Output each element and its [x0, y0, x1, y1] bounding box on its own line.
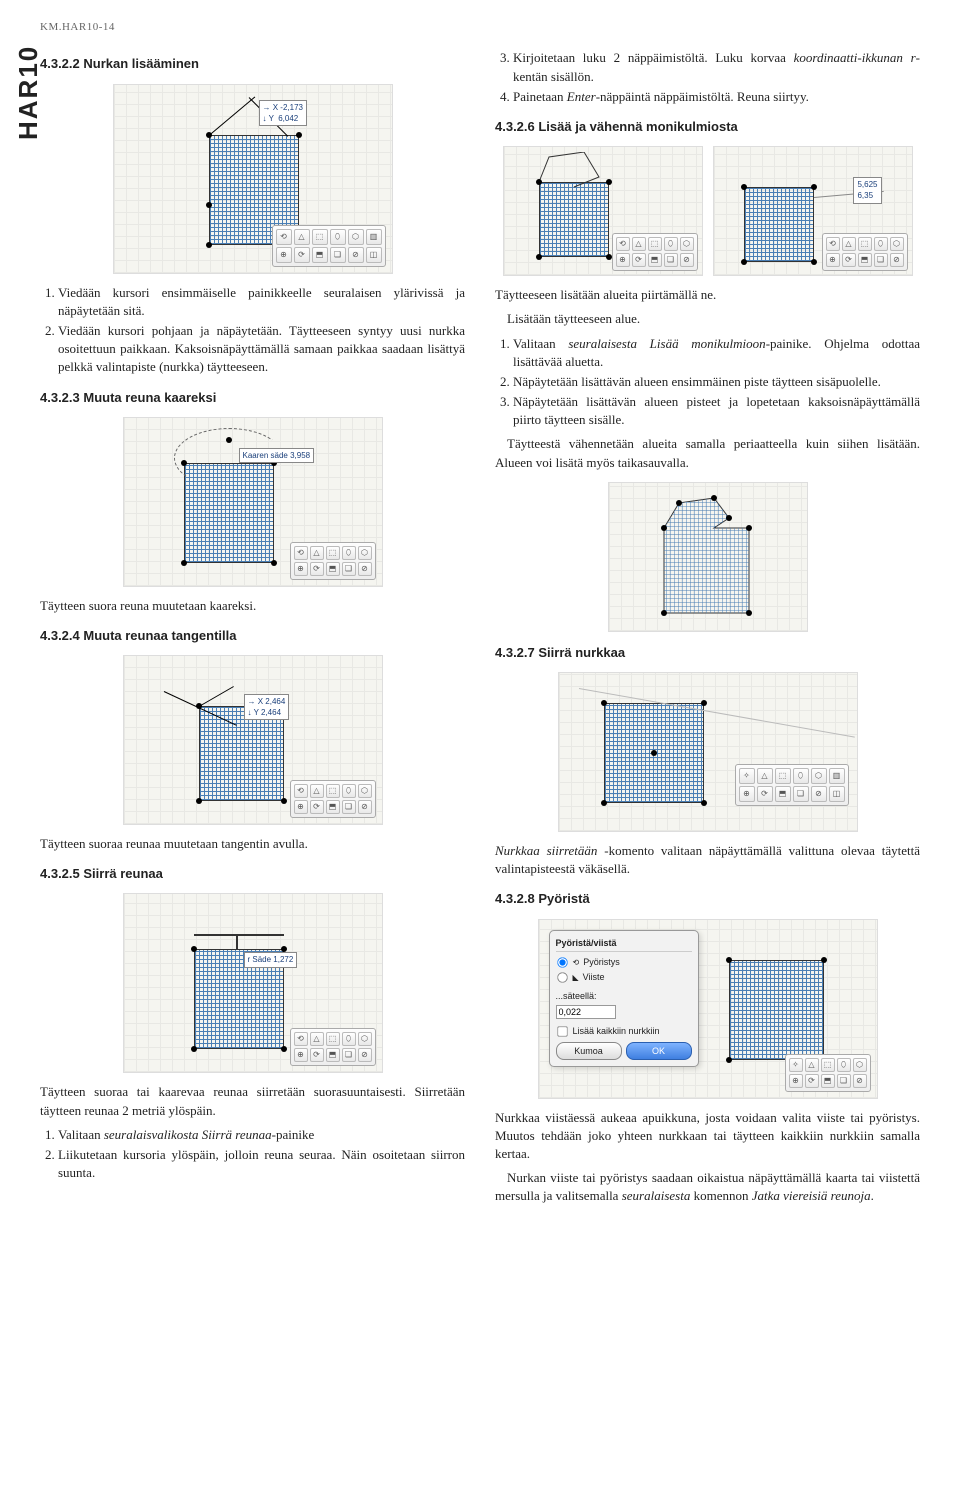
figure-4325: r Säde 1,272 ⟲△⬚⬯⬡ ⊕⟳⬒❏⊘	[40, 893, 465, 1073]
text-4326-p2: Lisätään täytteeseen alue.	[495, 310, 920, 328]
heading-4328: 4.3.2.8 Pyöristä	[495, 890, 920, 908]
figure-4326-result	[495, 482, 920, 632]
arc-label: Kaaren säde 3,958	[239, 448, 315, 463]
list-item: Valitaan seuralaisesta Lisää monikulmioo…	[513, 335, 920, 371]
toolbar-4325[interactable]: ⟲△⬚⬯⬡ ⊕⟳⬒❏⊘	[290, 1028, 376, 1066]
list-item: Kirjoitetaan luku 2 näppäimistöltä. Luku…	[513, 49, 920, 85]
page-header: KM.HAR10-14	[40, 20, 920, 35]
toolbar-4328[interactable]: ✧△⬚⬯⬡ ⊕⟳⬒❏⊘	[785, 1054, 871, 1092]
radius-label: ...säteellä:	[556, 990, 597, 1003]
ok-button[interactable]: OK	[626, 1042, 692, 1061]
text-4328-p2: Nurkan viiste tai pyöristys saadaan oika…	[495, 1169, 920, 1205]
side-label: HAR10	[10, 45, 46, 140]
radio-rounding[interactable]	[557, 957, 567, 967]
list-item: Viedään kursori pohjaan ja näpäytetään. …	[58, 322, 465, 377]
list-right-intro: Kirjoitetaan luku 2 näppäimistöltä. Luku…	[495, 49, 920, 106]
figure-4328: Pyöristä/viistä ⟲Pyöristys ◣Viiste ...sä…	[495, 919, 920, 1099]
figure-4322: → X -2,173 ↓ Y 6,042 ⟲△⬚⬯⬡▥ ⊕⟳⬒❏⊘◫	[40, 84, 465, 274]
radio-bevel[interactable]	[557, 972, 567, 982]
text-4325-p1: Täytteen suoraa tai kaarevaa reunaa siir…	[40, 1083, 465, 1119]
list-4326: Valitaan seuralaisesta Lisää monikulmioo…	[495, 335, 920, 430]
coord-label-4324: → X 2,464 ↓ Y 2,464	[244, 694, 290, 720]
checkbox-label: Lisää kaikkiin nurkkiin	[573, 1025, 660, 1038]
toolbar-4322[interactable]: ⟲△⬚⬯⬡▥ ⊕⟳⬒❏⊘◫	[272, 225, 386, 267]
caption-4324: Täytteen suoraa reunaa muutetaan tangent…	[40, 835, 465, 853]
text-4326-p3: Täytteestä vähennetään alueita samalla p…	[495, 435, 920, 471]
figure-4324: → X 2,464 ↓ Y 2,464 ⟲△⬚⬯⬡ ⊕⟳⬒❏⊘	[40, 655, 465, 825]
list-item: Liikutetaan kursoria ylöspäin, jolloin r…	[58, 1146, 465, 1182]
list-4322: Viedään kursori ensimmäiselle painikkeel…	[40, 284, 465, 377]
heading-4326: 4.3.2.6 Lisää ja vähennä monikulmiosta	[495, 118, 920, 136]
text-4328-p1: Nurkkaa viistäessä aukeaa apuikkuna, jos…	[495, 1109, 920, 1164]
radio-label: Pyöristys	[583, 956, 620, 969]
list-4325: Valitaan seuralaisvalikosta Siirrä reuna…	[40, 1126, 465, 1183]
heading-4323: 4.3.2.3 Muuta reuna kaareksi	[40, 389, 465, 407]
radius-label: r Säde 1,272	[244, 952, 298, 967]
toolbar-4326-right[interactable]: ⟲△⬚⬯⬡ ⊕⟳⬒❏⊘	[822, 233, 908, 271]
caption-4323: Täytteen suora reuna muutetaan kaareksi.	[40, 597, 465, 615]
heading-4325: 4.3.2.5 Siirrä reunaa	[40, 865, 465, 883]
text-4327: Nurkkaa siirretään -komento valitaan näp…	[495, 842, 920, 878]
figure-4327: ✧△⬚⬯⬡▥ ⊕⟳⬒❏⊘◫	[495, 672, 920, 832]
rounding-dialog[interactable]: Pyöristä/viistä ⟲Pyöristys ◣Viiste ...sä…	[549, 930, 699, 1068]
left-column: 4.3.2.2 Nurkan lisääminen → X -2,173 ↓ Y…	[40, 43, 465, 1211]
list-item: Painetaan Enter-näppäintä näppäimistöltä…	[513, 88, 920, 106]
text-4326-p1: Täytteeseen lisätään alueita piirtämällä…	[495, 286, 920, 304]
all-corners-checkbox[interactable]	[557, 1026, 567, 1036]
toolbar-4327[interactable]: ✧△⬚⬯⬡▥ ⊕⟳⬒❏⊘◫	[735, 764, 849, 806]
list-item: Näpäytetään lisättävän alueen ensimmäine…	[513, 373, 920, 391]
cancel-button[interactable]: Kumoa	[556, 1042, 622, 1061]
radio-label: Viiste	[583, 971, 605, 984]
right-column: Kirjoitetaan luku 2 näppäimistöltä. Luku…	[495, 43, 920, 1211]
toolbar-4324[interactable]: ⟲△⬚⬯⬡ ⊕⟳⬒❏⊘	[290, 780, 376, 818]
list-item: Näpäytetään lisättävän alueen pisteet ja…	[513, 393, 920, 429]
coord-label-4322: → X -2,173 ↓ Y 6,042	[259, 100, 307, 126]
toolbar-4326-left[interactable]: ⟲△⬚⬯⬡ ⊕⟳⬒❏⊘	[612, 233, 698, 271]
coord-label-4326: 5,625 6,35	[853, 177, 881, 203]
toolbar-4323[interactable]: ⟲△⬚⬯⬡ ⊕⟳⬒❏⊘	[290, 542, 376, 580]
list-item: Viedään kursori ensimmäiselle painikkeel…	[58, 284, 465, 320]
radius-input[interactable]	[556, 1005, 616, 1019]
figure-4323: Kaaren säde 3,958 ⟲△⬚⬯⬡ ⊕⟳⬒❏⊘	[40, 417, 465, 587]
figure-pair-4326: ⟲△⬚⬯⬡ ⊕⟳⬒❏⊘ 5,625 6,35 ⟲△⬚⬯⬡ ⊕⟳⬒❏⊘	[495, 146, 920, 276]
heading-4327: 4.3.2.7 Siirrä nurkkaa	[495, 644, 920, 662]
heading-4324: 4.3.2.4 Muuta reunaa tangentilla	[40, 627, 465, 645]
list-item: Valitaan seuralaisvalikosta Siirrä reuna…	[58, 1126, 465, 1144]
heading-4322: 4.3.2.2 Nurkan lisääminen	[40, 55, 465, 73]
dialog-title: Pyöristä/viistä	[556, 937, 692, 953]
